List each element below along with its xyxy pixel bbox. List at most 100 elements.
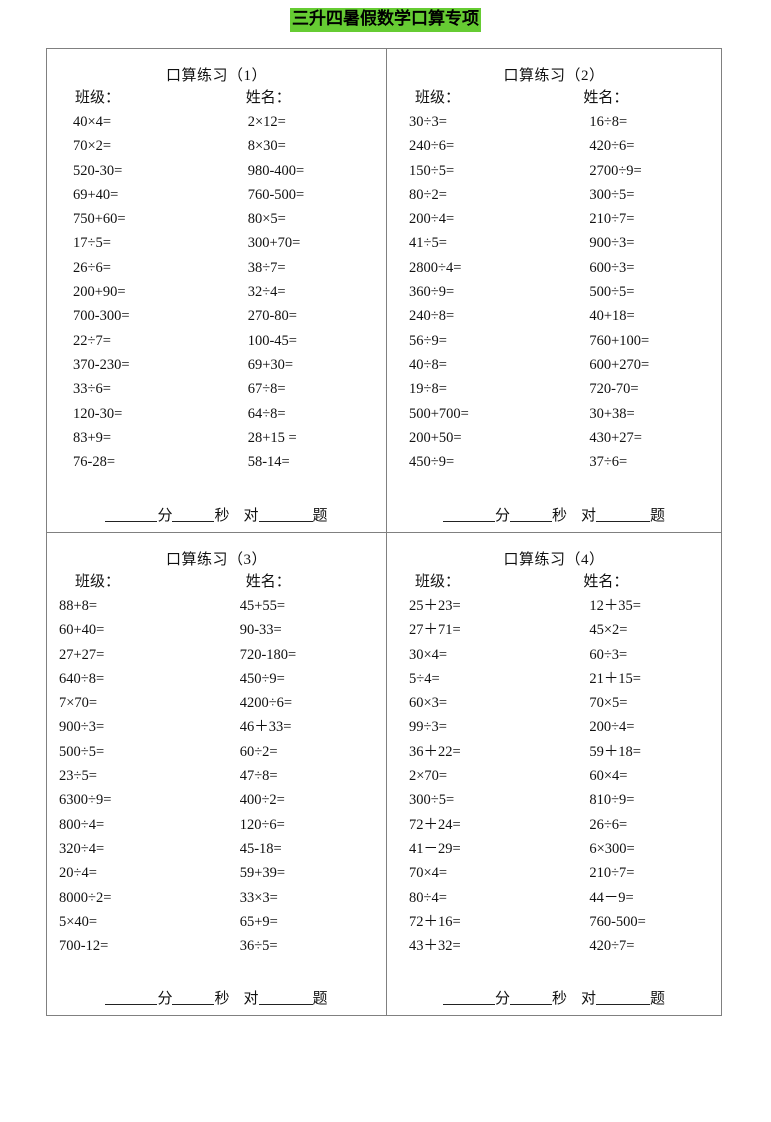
problem-item[interactable]: 700-12= bbox=[59, 938, 109, 955]
problem-item[interactable]: 750+60= bbox=[73, 211, 126, 228]
second-blank[interactable] bbox=[509, 521, 552, 522]
problem-item[interactable]: 420÷7= bbox=[589, 938, 635, 955]
problem-item[interactable]: 28+15 = bbox=[247, 429, 297, 446]
name-label-1[interactable]: 姓名： bbox=[245, 90, 291, 106]
problem-item[interactable]: 500÷5= bbox=[59, 743, 105, 760]
problem-item[interactable]: 520-30= bbox=[73, 162, 123, 179]
problem-item[interactable]: 36÷5= bbox=[239, 938, 278, 955]
problem-item[interactable]: 69+40= bbox=[73, 186, 119, 203]
problem-item[interactable]: 21＋15= bbox=[589, 670, 641, 687]
problem-item[interactable]: 45-18= bbox=[239, 840, 282, 857]
problem-item[interactable]: 72＋24= bbox=[409, 816, 461, 833]
problem-item[interactable]: 500÷5= bbox=[589, 284, 635, 301]
second-blank[interactable] bbox=[172, 521, 215, 522]
problem-item[interactable]: 72＋16= bbox=[409, 913, 461, 930]
problem-item[interactable]: 120÷6= bbox=[239, 816, 285, 833]
problem-item[interactable]: 56÷9= bbox=[409, 332, 447, 349]
problem-item[interactable]: 38÷7= bbox=[247, 259, 286, 276]
problem-item[interactable]: 26÷6= bbox=[73, 259, 111, 276]
problem-item[interactable]: 40+18= bbox=[589, 308, 635, 325]
problem-item[interactable]: 80×5= bbox=[247, 211, 286, 228]
problem-item[interactable]: 6×300= bbox=[589, 840, 635, 857]
problem-item[interactable]: 210÷7= bbox=[589, 865, 635, 882]
problem-item[interactable]: 60×4= bbox=[589, 768, 628, 785]
problem-item[interactable]: 300+70= bbox=[247, 235, 301, 252]
problem-item[interactable]: 41÷5= bbox=[409, 235, 447, 252]
problem-item[interactable]: 64÷8= bbox=[247, 405, 286, 422]
problem-item[interactable]: 58-14= bbox=[247, 454, 290, 471]
problem-item[interactable]: 40÷8= bbox=[409, 356, 447, 373]
problem-item[interactable]: 300÷5= bbox=[589, 186, 635, 203]
problem-item[interactable]: 80÷4= bbox=[409, 889, 447, 906]
problem-item[interactable]: 760-500= bbox=[589, 913, 646, 930]
problem-item[interactable]: 800÷4= bbox=[59, 816, 105, 833]
problem-item[interactable]: 90-33= bbox=[239, 622, 282, 639]
correct-blank[interactable] bbox=[258, 521, 313, 522]
problem-item[interactable]: 20÷4= bbox=[59, 865, 97, 882]
problem-item[interactable]: 17÷5= bbox=[73, 235, 111, 252]
problem-item[interactable]: 83+9= bbox=[73, 429, 112, 446]
problem-item[interactable]: 450÷9= bbox=[409, 454, 455, 471]
problem-item[interactable]: 200÷4= bbox=[409, 211, 455, 228]
problem-item[interactable]: 360÷9= bbox=[409, 284, 455, 301]
problem-item[interactable]: 70×2= bbox=[73, 138, 112, 155]
class-label-1[interactable]: 班级： bbox=[75, 90, 121, 106]
problem-item[interactable]: 2×70= bbox=[409, 768, 448, 785]
problem-item[interactable]: 2800÷4= bbox=[409, 259, 462, 276]
problem-item[interactable]: 12＋35= bbox=[589, 598, 641, 614]
problem-item[interactable]: 8000÷2= bbox=[59, 889, 112, 906]
problem-item[interactable]: 70×5= bbox=[589, 695, 628, 712]
problem-item[interactable]: 30×4= bbox=[409, 646, 448, 663]
problem-item[interactable]: 80÷2= bbox=[409, 186, 447, 203]
problem-item[interactable]: 900÷3= bbox=[589, 235, 635, 252]
problem-item[interactable]: 37÷6= bbox=[589, 454, 628, 471]
problem-item[interactable]: 45+55= bbox=[239, 598, 286, 614]
problem-item[interactable]: 60÷2= bbox=[239, 743, 278, 760]
minute-blank[interactable] bbox=[442, 1004, 495, 1005]
problem-item[interactable]: 8×30= bbox=[247, 138, 286, 155]
problem-item[interactable]: 760+100= bbox=[589, 332, 650, 349]
problem-item[interactable]: 70×4= bbox=[409, 865, 448, 882]
problem-item[interactable]: 59＋18= bbox=[589, 743, 641, 760]
problem-item[interactable]: 30+38= bbox=[589, 405, 635, 422]
problem-item[interactable]: 7×70= bbox=[59, 695, 98, 712]
problem-item[interactable]: 45×2= bbox=[589, 622, 628, 639]
problem-item[interactable]: 100-45= bbox=[247, 332, 297, 349]
problem-item[interactable]: 22÷7= bbox=[73, 332, 111, 349]
problem-item[interactable]: 33×3= bbox=[239, 889, 278, 906]
problem-item[interactable]: 700-300= bbox=[73, 308, 130, 325]
problem-item[interactable]: 40×4= bbox=[73, 114, 112, 130]
problem-item[interactable]: 16÷8= bbox=[589, 114, 628, 130]
problem-item[interactable]: 320÷4= bbox=[59, 840, 105, 857]
problem-item[interactable]: 270-80= bbox=[247, 308, 297, 325]
problem-item[interactable]: 760-500= bbox=[247, 186, 305, 203]
problem-item[interactable]: 120-30= bbox=[73, 405, 123, 422]
correct-blank[interactable] bbox=[596, 1004, 651, 1005]
problem-item[interactable]: 810÷9= bbox=[589, 792, 635, 809]
problem-item[interactable]: 720-180= bbox=[239, 646, 297, 663]
problem-item[interactable]: 240÷6= bbox=[409, 138, 455, 155]
problem-item[interactable]: 200+90= bbox=[73, 284, 126, 301]
problem-item[interactable]: 200÷4= bbox=[589, 719, 635, 736]
problem-item[interactable]: 19÷8= bbox=[409, 381, 447, 398]
minute-blank[interactable] bbox=[105, 1004, 158, 1005]
correct-blank[interactable] bbox=[258, 1004, 313, 1005]
problem-item[interactable]: 2×12= bbox=[247, 114, 286, 130]
problem-item[interactable]: 26÷6= bbox=[589, 816, 628, 833]
problem-item[interactable]: 27＋71= bbox=[409, 622, 461, 639]
problem-item[interactable]: 900÷3= bbox=[59, 719, 105, 736]
problem-item[interactable]: 4200÷6= bbox=[239, 695, 293, 712]
problem-item[interactable]: 69+30= bbox=[247, 356, 294, 373]
problem-item[interactable]: 2700÷9= bbox=[589, 162, 642, 179]
problem-item[interactable]: 43＋32= bbox=[409, 938, 461, 955]
problem-item[interactable]: 200+50= bbox=[409, 429, 462, 446]
class-label-3[interactable]: 班级： bbox=[75, 574, 121, 590]
problem-item[interactable]: 400÷2= bbox=[239, 792, 285, 809]
problem-item[interactable]: 430+27= bbox=[589, 429, 642, 446]
problem-item[interactable]: 450÷9= bbox=[239, 670, 285, 687]
problem-item[interactable]: 300÷5= bbox=[409, 792, 455, 809]
problem-item[interactable]: 6300÷9= bbox=[59, 792, 112, 809]
name-label-3[interactable]: 姓名： bbox=[245, 574, 291, 590]
problem-item[interactable]: 60+40= bbox=[59, 622, 105, 639]
class-label-4[interactable]: 班级： bbox=[415, 574, 461, 590]
